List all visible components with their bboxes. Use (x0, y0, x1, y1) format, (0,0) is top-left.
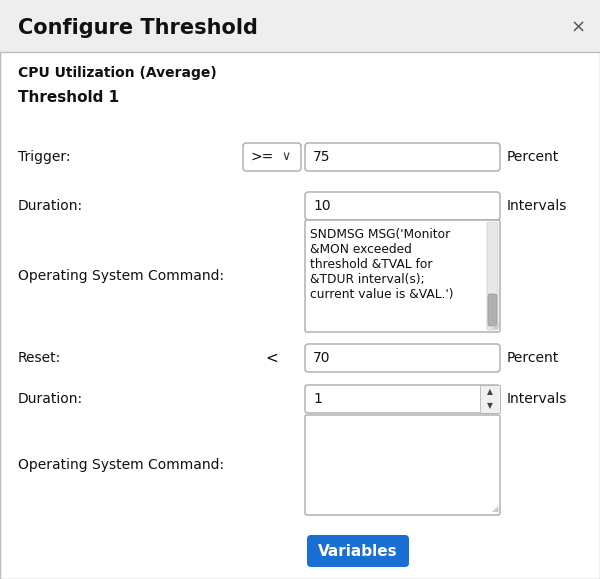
Text: Reset:: Reset: (18, 351, 61, 365)
Text: <: < (266, 350, 278, 365)
Text: 1: 1 (313, 392, 322, 406)
Text: Configure Threshold: Configure Threshold (18, 18, 258, 38)
Text: >=: >= (251, 150, 274, 164)
Text: Variables: Variables (318, 544, 398, 559)
Text: 10: 10 (313, 199, 331, 213)
Text: Operating System Command:: Operating System Command: (18, 269, 224, 283)
FancyBboxPatch shape (305, 415, 500, 515)
Text: ◢: ◢ (491, 504, 498, 513)
Bar (480, 385, 500, 413)
Text: CPU Utilization (Average): CPU Utilization (Average) (18, 66, 217, 80)
Text: Percent: Percent (507, 351, 559, 365)
Bar (0, 0, 600, 52)
Text: SNDMSG MSG('Monitor
&MON exceeded
threshold &TVAL for
&TDUR interval(s);
current: SNDMSG MSG('Monitor &MON exceeded thresh… (310, 228, 454, 301)
Text: ◢: ◢ (491, 321, 498, 330)
FancyBboxPatch shape (305, 220, 500, 332)
Text: 70: 70 (313, 351, 331, 365)
FancyBboxPatch shape (305, 344, 500, 372)
Text: ×: × (571, 19, 586, 37)
FancyBboxPatch shape (305, 143, 500, 171)
Text: Duration:: Duration: (18, 199, 83, 213)
FancyBboxPatch shape (487, 222, 498, 330)
Text: Duration:: Duration: (18, 392, 83, 406)
Text: Percent: Percent (507, 150, 559, 164)
Text: 75: 75 (313, 150, 331, 164)
Text: ▲: ▲ (487, 387, 493, 397)
Text: Operating System Command:: Operating System Command: (18, 458, 224, 472)
Text: ▼: ▼ (487, 401, 493, 411)
FancyBboxPatch shape (305, 385, 500, 413)
FancyBboxPatch shape (488, 294, 497, 326)
Text: Trigger:: Trigger: (18, 150, 71, 164)
Text: ∨: ∨ (281, 151, 290, 163)
Text: Threshold 1: Threshold 1 (18, 90, 119, 104)
FancyBboxPatch shape (305, 192, 500, 220)
Text: Intervals: Intervals (507, 199, 568, 213)
FancyBboxPatch shape (243, 143, 301, 171)
FancyBboxPatch shape (307, 535, 409, 567)
Text: Intervals: Intervals (507, 392, 568, 406)
